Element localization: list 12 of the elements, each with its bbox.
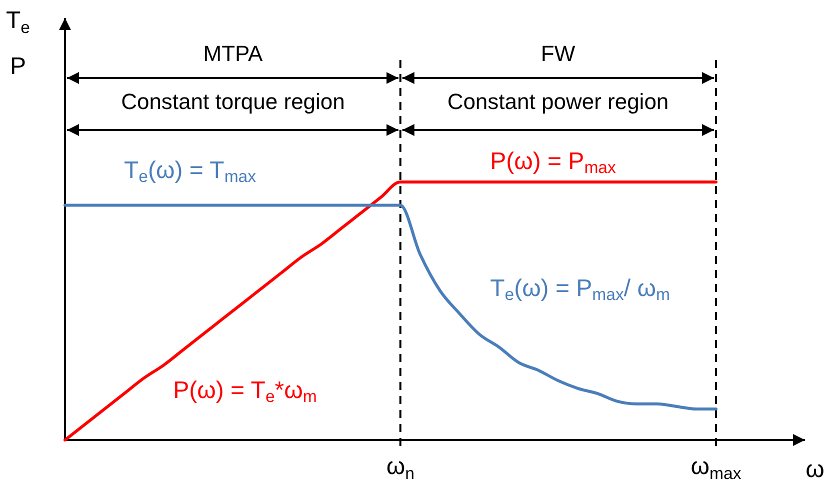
x-tick-label: ω$_{n}$ bbox=[386, 453, 414, 483]
x-axis-title: ω bbox=[806, 456, 824, 483]
text: Constant torque region bbox=[121, 88, 345, 114]
y-axis-title: T$_{e}$ P bbox=[6, 7, 30, 80]
annotation: P(ω) = T$_{e}$*ω$_{m}$ bbox=[173, 377, 317, 406]
text: Constant power region bbox=[447, 88, 669, 114]
text: MTPA bbox=[203, 40, 264, 66]
annotation: T$_{e}$(ω) = T$_{max}$ bbox=[124, 157, 257, 186]
text: P(ω) = P$_{max}$ bbox=[490, 148, 617, 177]
x-tick-label: ω$_{max}$ bbox=[690, 453, 742, 483]
annotation: T$_{e}$(ω) = P$_{max}$/ ω$_{m}$ bbox=[490, 275, 670, 304]
text: FW bbox=[540, 40, 576, 66]
